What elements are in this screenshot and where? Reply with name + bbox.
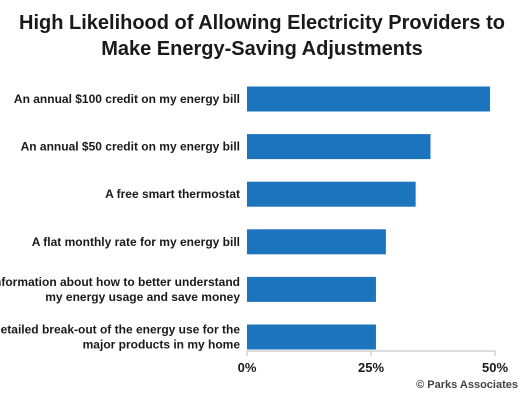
- bar-3: [247, 229, 386, 255]
- category-labels-group: An annual $100 credit on my energy bill A…: [0, 92, 240, 352]
- category-label-3-line-0: A flat monthly rate for my energy bill: [32, 235, 240, 249]
- bar-2: [247, 181, 416, 207]
- bar-4: [247, 276, 376, 302]
- chart-title-line-1: High Likelihood of Allowing Electricity …: [19, 12, 505, 34]
- category-label-0-line-0: An annual $100 credit on my energy bill: [14, 92, 240, 106]
- x-tick-label-0: 0%: [238, 360, 257, 375]
- category-label-5-line-1: major products in my home: [83, 338, 241, 352]
- x-axis-ticks-group: 0% 25% 50%: [238, 351, 508, 375]
- category-label-1-line-0: An annual $50 credit on my energy bill: [21, 140, 240, 154]
- chart-title-line-2: Make Energy-Saving Adjustments: [101, 38, 423, 60]
- bar-1: [247, 134, 431, 160]
- bar-0: [247, 86, 491, 112]
- x-tick-label-1: 25%: [358, 360, 384, 375]
- source-credit: © Parks Associates: [416, 379, 518, 391]
- x-tick-label-2: 50%: [482, 360, 508, 375]
- bars-group: [247, 86, 491, 350]
- category-label-4-line-1: my energy usage and save money: [45, 290, 240, 304]
- category-label-2-line-0: A free smart thermostat: [105, 187, 240, 201]
- bar-5: [247, 324, 376, 350]
- category-label-4-line-0: Information about how to better understa…: [0, 275, 240, 289]
- category-label-5-line-0: A detailed break-out of the energy use f…: [0, 323, 240, 337]
